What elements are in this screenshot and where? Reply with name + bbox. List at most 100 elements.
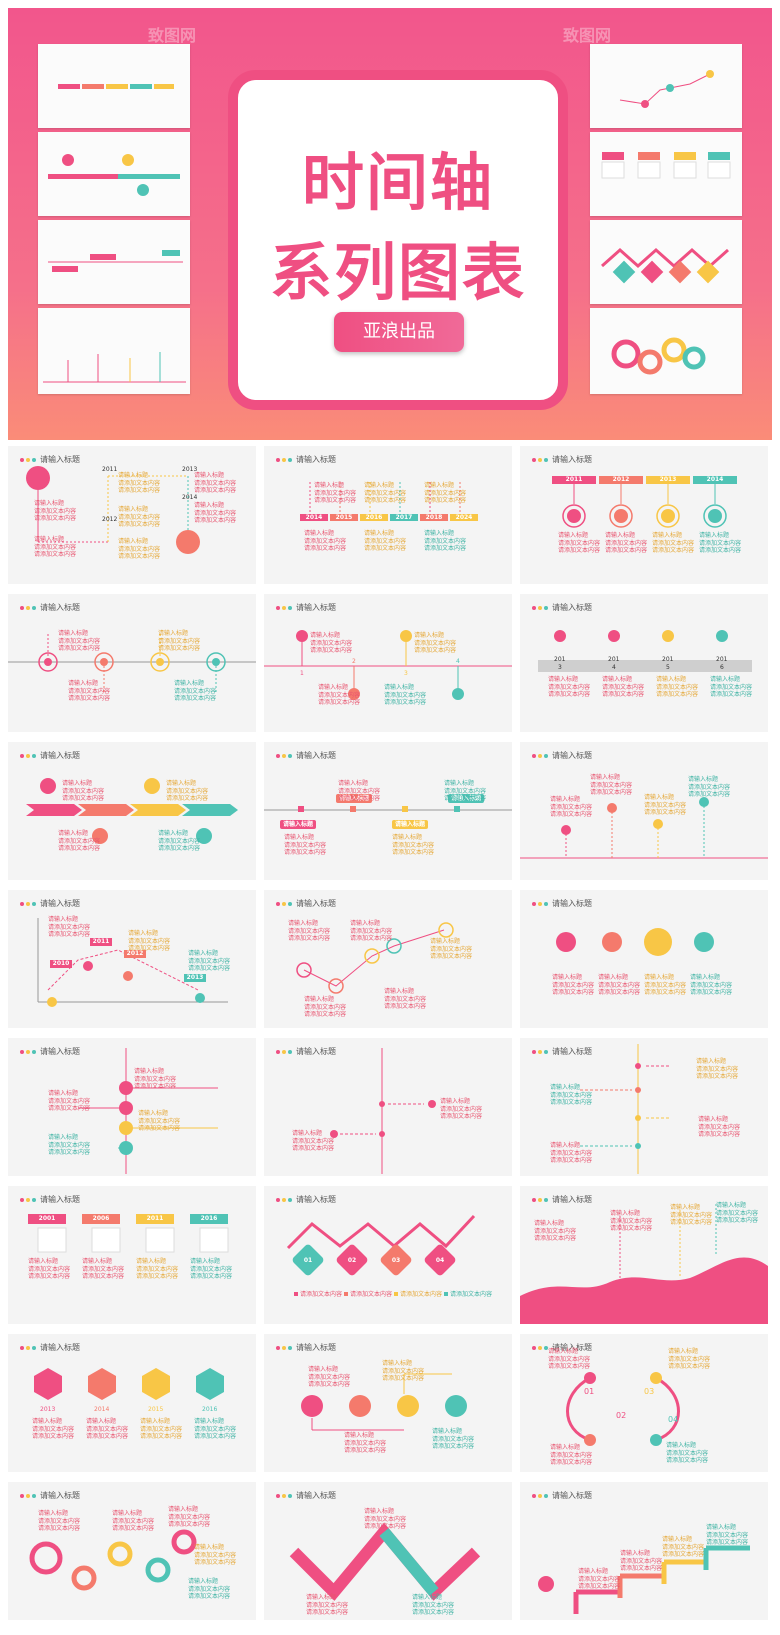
block-body: 请添加文本内容 [118, 487, 161, 494]
slide-preview[interactable]: 请输入标题 请输入标题 请添加文本内容 请添加文本内容 请输入标题 请添加文本内容 请添加文… [520, 890, 768, 1028]
slide-preview[interactable]: 请输入标题 请输入标题 请添加文本内容 请添加文本内容 请输入标题 请添加文本内容 请添加文… [520, 1482, 768, 1620]
slide-graphic [296, 922, 454, 994]
block-heading: 请输入标题 [136, 1258, 167, 1265]
block-body: 请添加文本内容 [620, 1565, 663, 1572]
slide-preview[interactable]: 请输入标题 请输入标题 请添加文本内容 请添加文本内容 请输入标题 请添加文本内容 请添加文… [8, 1038, 256, 1176]
title-dot [538, 606, 542, 610]
slide-preview[interactable]: 请输入标题 请输入标题 请输入标题 请输入标题 请输入标题 请输入标题 请添加文本内容 请添加… [264, 742, 512, 880]
block-body: 请添加文本内容 [134, 1083, 177, 1090]
slide-preview[interactable]: 请输入标题 请输入标题 请添加文本内容 请添加文本内容 请输入标题 请添加文本内容 请添加文… [8, 594, 256, 732]
slide-preview[interactable]: 请输入标题 请输入标题 请添加文本内容 请添加文本内容 请输入标题 请添加文本内容 请添加文… [264, 1482, 512, 1620]
heading-pill-text: 请输入标题 [450, 795, 481, 802]
chain-ring [29, 1541, 63, 1575]
icon-card-border [199, 1227, 229, 1253]
title-dot [282, 458, 286, 462]
title-dot [538, 754, 542, 758]
slide-preview[interactable]: 请输入标题 01 请添加文本内容 02 请添加文本内容 03 请添加文本内容 04 请添加文本内… [264, 1186, 512, 1324]
year-label: 2013 [182, 466, 198, 473]
title-dot [20, 458, 24, 462]
thumb-slide-5[interactable] [590, 44, 742, 128]
block-body: 请添加文本内容 [140, 1433, 183, 1440]
thumb-slide-2[interactable] [38, 132, 190, 216]
block-body: 请添加文本内容 [338, 795, 381, 802]
slide-preview[interactable]: 请输入标题 请输入标题 请添加文本内容 请添加文本内容 请输入标题 请添加文本内容 请添加文… [8, 742, 256, 880]
slide-preview[interactable]: 请输入标题 01 02 03 04 请输入标题 请添加文本内容 请添加文本内容 请输入标题 请添加… [520, 1334, 768, 1472]
slide-preview[interactable]: 请输入标题 2001 请输入标题 请添加文本内容 请添加文本内容 2006 请输入标题 请添加… [8, 1186, 256, 1324]
step-diamond [292, 1244, 324, 1276]
slide-preview[interactable]: 请输入标题 请输入标题 请添加文本内容 请添加文本内容 请输入标题 请添加文本内容 请添加文… [8, 1482, 256, 1620]
block-body: 请添加文本内容 [414, 647, 457, 654]
block-heading: 请输入标题 [304, 996, 335, 1003]
block-body: 请添加文本内容 [440, 1113, 483, 1120]
block-body: 请添加文本内容 [306, 1609, 349, 1616]
title-dot [532, 458, 536, 462]
step-number: 02 [347, 1257, 357, 1264]
title-dot [288, 754, 292, 758]
block-body: 请添加文本内容 [598, 982, 641, 989]
block-heading: 请输入标题 [698, 1116, 729, 1123]
title-dots [20, 902, 38, 908]
block-heading: 请输入标题 [306, 1594, 337, 1601]
thumb-slide-1[interactable] [38, 44, 190, 128]
thumb-slide-7[interactable] [590, 220, 742, 304]
slide-preview[interactable]: 请输入标题 请输入标题 请添加文本内容 请添加文本内容 请输入标题 请添加文本内容 请添加文… [520, 742, 768, 880]
slide-preview[interactable]: 请输入标题 请输入标题 请添加文本内容 请添加文本内容 请输入标题 请添加文本内容 请添加文… [520, 1186, 768, 1324]
block-heading: 请输入标题 [28, 1258, 59, 1265]
slide-title: 请输入标题 [40, 1195, 80, 1204]
block-body: 请添加文本内容 [190, 1273, 233, 1280]
ribbon-segment [360, 514, 388, 521]
slide-preview[interactable]: 请输入标题 2014 2015 2016 2017 2018 2024 请输入标题 请添加文本内… [264, 446, 512, 584]
slide-title: 请输入标题 [552, 1491, 592, 1500]
thumb-slide-3[interactable] [38, 220, 190, 304]
thumb-slide-8[interactable] [590, 308, 742, 394]
icon-circle [196, 828, 212, 844]
thumb-slide-6[interactable] [590, 132, 742, 216]
node-marker [635, 1115, 641, 1121]
block-body: 请添加文本内容 [652, 547, 695, 554]
block-body: 请添加文本内容 [430, 946, 473, 953]
title-dots [20, 1494, 38, 1500]
block-body: 请添加文本内容 [602, 684, 645, 691]
block-heading: 请输入标题 [34, 536, 65, 543]
ring-marker [386, 938, 402, 954]
ring-marker [38, 652, 58, 672]
slide-preview[interactable]: 请输入标题 请输入标题 请添加文本内容 请添加文本内容 请输入标题 请添加文本内容 请添加文… [264, 890, 512, 1028]
author-button[interactable]: 亚浪出品 [334, 312, 464, 352]
slide-preview[interactable]: 请输入标题 请输入标题 请添加文本内容 请添加文本内容 请输入标题 请添加文本内容 请添加文… [8, 446, 256, 584]
ring-marker [438, 922, 454, 938]
slide-preview[interactable]: 请输入标题 请输入标题 请添加文本内容 请添加文本内容 请输入标题 请添加文本内容 请添加文… [520, 1038, 768, 1176]
slide-preview[interactable]: 请输入标题 请输入标题 请添加文本内容 请添加文本内容 请输入标题 请添加文本内容 请添加文… [264, 1334, 512, 1472]
thumb-slide-4[interactable] [38, 308, 190, 394]
block-heading: 请输入标题 [590, 774, 621, 781]
slide-preview[interactable]: 请输入标题 1 2 3 4 请输入标题 请添加文本内容 请添加文本内容 请输入标题 请添加文本内容… [264, 594, 512, 732]
chain-ring [171, 1529, 197, 1555]
slide-preview[interactable]: 请输入标题 2010 2011 2012 2013 请输入标题 请添加文本内容 请添加文本内容… [8, 890, 256, 1028]
block-body: 请添加文本内容 [138, 1125, 181, 1132]
block-body: 请添加文本内容 [188, 965, 231, 972]
block-heading: 请输入标题 [602, 676, 633, 683]
year-tag: 2012 [126, 950, 144, 957]
block-body: 请添加文本内容 [364, 490, 407, 497]
title-dots [20, 1198, 38, 1204]
block-body: 请添加文本内容 [620, 1558, 663, 1565]
block-body: 请添加文本内容 [190, 1266, 233, 1273]
step-diamond [424, 1244, 456, 1276]
title-dot [544, 1346, 548, 1350]
block-heading: 请输入标题 [38, 1510, 69, 1517]
block-heading: 请输入标题 [440, 1098, 471, 1105]
block-heading: 请输入标题 [432, 1428, 463, 1435]
block-body: 请添加文本内容 [32, 1433, 75, 1440]
title-dot [26, 902, 30, 906]
slide-preview[interactable]: 请输入标题 请输入标题 请添加文本内容 请添加文本内容 请输入标题 请添加文本内容 请添加文… [264, 1038, 512, 1176]
slide-preview[interactable]: 请输入标题 2011 请输入标题 请添加文本内容 请添加文本内容 2012 请输入标题 请添加… [520, 446, 768, 584]
block-heading: 请输入标题 [550, 796, 581, 803]
slide-title: 请输入标题 [552, 1195, 592, 1204]
block-body: 请添加文本内容 [194, 1552, 237, 1559]
cover-title-line1: 时间轴 [301, 146, 494, 219]
block-body: 请添加文本内容 [310, 640, 353, 647]
title-dots [20, 1346, 38, 1352]
block-body: 请添加文本内容 [644, 982, 687, 989]
block-heading: 请输入标题 [138, 1110, 169, 1117]
